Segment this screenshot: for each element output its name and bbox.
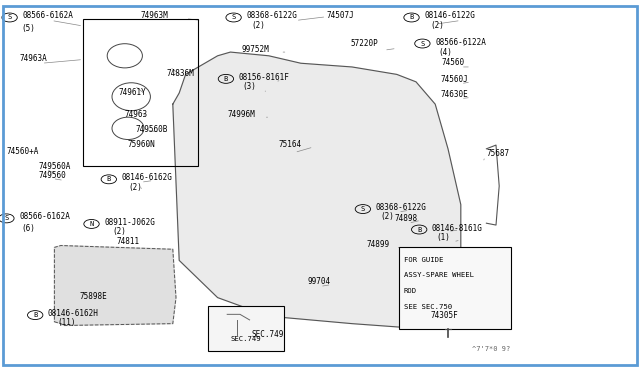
Bar	[83, 19, 198, 166]
Text: 74305F: 74305F	[431, 311, 458, 320]
Text: (4): (4)	[438, 48, 452, 57]
Text: ^7'7*0 9?: ^7'7*0 9?	[472, 346, 511, 352]
Text: N: N	[90, 221, 93, 227]
Text: 74811: 74811	[116, 237, 140, 246]
Text: SEE SEC.750: SEE SEC.750	[404, 304, 452, 310]
Polygon shape	[54, 246, 176, 326]
Text: B: B	[417, 227, 421, 232]
Text: 08146-6162G: 08146-6162G	[122, 173, 172, 182]
Text: B: B	[410, 15, 413, 20]
Text: (2): (2)	[112, 227, 126, 236]
Text: B: B	[33, 312, 37, 318]
Text: (2): (2)	[381, 212, 395, 221]
Text: 99752M: 99752M	[242, 45, 269, 54]
Text: 74507J: 74507J	[326, 12, 354, 20]
Text: ROD: ROD	[404, 288, 417, 294]
Text: 74963A: 74963A	[19, 54, 47, 63]
Text: (2): (2)	[251, 21, 265, 30]
Text: (3): (3)	[242, 82, 256, 91]
Text: 74963: 74963	[125, 110, 148, 119]
Text: 74560J: 74560J	[440, 75, 468, 84]
Text: 74996M: 74996M	[227, 110, 255, 119]
Text: B: B	[107, 176, 111, 182]
Polygon shape	[173, 52, 461, 327]
Text: 74630E: 74630E	[440, 90, 468, 99]
Text: 749560: 749560	[38, 171, 66, 180]
Text: 75960N: 75960N	[128, 140, 156, 149]
Bar	[399, 247, 511, 329]
Text: S: S	[8, 15, 12, 20]
Text: (5): (5)	[21, 25, 35, 33]
Text: (2): (2)	[128, 183, 142, 192]
Text: 74560: 74560	[442, 58, 465, 67]
Text: 08146-8161G: 08146-8161G	[432, 224, 483, 232]
Text: S: S	[420, 41, 424, 46]
Text: 749560B: 749560B	[136, 125, 168, 134]
Text: S: S	[232, 15, 236, 20]
Text: (2): (2)	[430, 21, 444, 30]
Text: ASSY-SPARE WHEEL: ASSY-SPARE WHEEL	[404, 272, 474, 278]
Text: SEC.749: SEC.749	[230, 336, 261, 342]
Text: 74899: 74899	[366, 240, 389, 249]
Text: S: S	[4, 215, 8, 221]
Text: 08146-6162H: 08146-6162H	[48, 309, 99, 318]
Text: SEC.749: SEC.749	[252, 330, 284, 339]
Text: 08368-6122G: 08368-6122G	[246, 12, 297, 20]
Text: 08566-6162A: 08566-6162A	[22, 12, 73, 20]
Text: 74836M: 74836M	[166, 69, 194, 78]
Text: 74898: 74898	[394, 214, 417, 223]
Text: (6): (6)	[21, 224, 35, 232]
Text: FOR GUIDE: FOR GUIDE	[404, 257, 444, 263]
Text: 749560A: 749560A	[38, 162, 71, 171]
Text: 99704: 99704	[307, 278, 330, 286]
Text: 08156-8161F: 08156-8161F	[239, 73, 289, 82]
Text: 74961Y: 74961Y	[118, 88, 146, 97]
Text: 75898E: 75898E	[80, 292, 108, 301]
Text: B: B	[224, 76, 228, 82]
Text: 08911-J062G: 08911-J062G	[104, 218, 155, 227]
Text: 74963M: 74963M	[141, 12, 168, 20]
Text: S: S	[361, 206, 365, 212]
Bar	[208, 306, 284, 351]
Text: (1): (1)	[436, 233, 451, 242]
Text: 08566-6122A: 08566-6122A	[435, 38, 486, 46]
Text: 08146-6122G: 08146-6122G	[424, 12, 475, 20]
Text: (11): (11)	[58, 318, 76, 327]
Text: 08566-6162A: 08566-6162A	[19, 212, 70, 221]
Text: 75687: 75687	[486, 149, 509, 158]
Text: 57220P: 57220P	[351, 39, 378, 48]
Text: 08368-6122G: 08368-6122G	[376, 203, 426, 212]
Text: 75164: 75164	[278, 140, 301, 149]
Text: 74560+A: 74560+A	[6, 147, 39, 156]
